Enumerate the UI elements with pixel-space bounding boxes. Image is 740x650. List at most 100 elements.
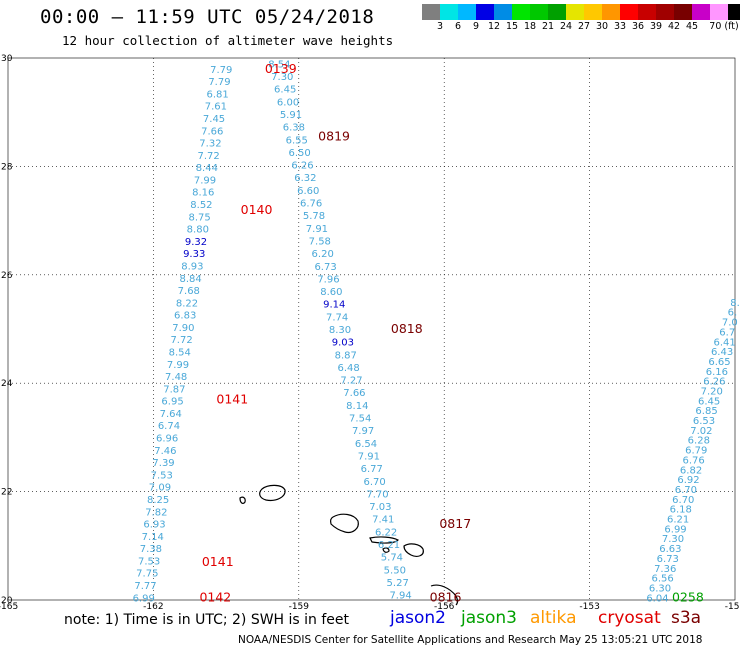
pass-time-label: 0819 xyxy=(318,129,350,144)
y-tick-label: 26 xyxy=(1,271,13,281)
wave-height-value: 6.74 xyxy=(158,421,180,432)
color-scale-label: 3 xyxy=(436,21,444,32)
wave-height-value: 6.00 xyxy=(277,97,299,108)
color-scale-label: 36 xyxy=(631,21,645,32)
y-tick-label: 20 xyxy=(1,596,13,606)
x-tick-label: -162 xyxy=(143,602,163,610)
wave-height-value: 8.52 xyxy=(190,200,212,211)
legend-item-cryosat: cryosat xyxy=(598,608,661,628)
wave-height-value: 6.85 xyxy=(695,406,717,417)
island-molokai xyxy=(369,536,399,544)
wave-height-value: 6.45 xyxy=(698,396,720,407)
lat-lon-grid xyxy=(7,57,736,601)
wave-height-value: 7.20 xyxy=(701,387,723,398)
x-tick-label: -156 xyxy=(434,602,455,610)
wave-height-value: 6.26 xyxy=(291,161,313,172)
color-scale-label: 12 xyxy=(487,21,501,32)
wave-height-value: 6.76 xyxy=(683,455,705,466)
wave-height-value: 6.93 xyxy=(143,520,165,531)
pass-time-label: 0816 xyxy=(430,589,462,604)
wave-height-value: 7.94 xyxy=(389,591,411,602)
wave-height-value: 6.48 xyxy=(338,363,360,374)
page-subtitle: 12 hour collection of altimeter wave hei… xyxy=(62,33,394,48)
footer-credit: NOAA/NESDIS Center for Satellite Applica… xyxy=(238,634,703,646)
color-swatch xyxy=(422,4,440,20)
wave-height-value: 9.33 xyxy=(183,249,205,260)
wave-height-value: 7.82 xyxy=(145,507,167,518)
wave-height-value: 8.14 xyxy=(346,401,368,412)
color-scale-label: 45 xyxy=(685,21,699,32)
color-scale-label: 70 (ft) xyxy=(709,21,739,32)
pass-time-label: 0141 xyxy=(202,554,234,569)
x-tick-label: -150 xyxy=(725,602,740,610)
wave-height-value: 6.21 xyxy=(667,515,689,526)
wave-height-value: 9.03 xyxy=(332,338,354,349)
wave-height-value: 6.55 xyxy=(286,135,308,146)
wave-height-value: 7.99 xyxy=(194,175,216,186)
wave-height-value: 7.96 xyxy=(317,274,339,285)
color-scale-label: 21 xyxy=(541,21,555,32)
color-scale-label: 9 xyxy=(472,21,480,32)
wave-height-value: 6.96 xyxy=(156,434,178,445)
wave-height-value: 6.7 xyxy=(719,327,735,338)
pass-time-label: 0258 xyxy=(672,589,704,604)
island-maui xyxy=(403,543,424,557)
wave-height-value: 7.97 xyxy=(352,426,374,437)
pass-time-label: 0817 xyxy=(439,516,471,531)
wave-height-value: 7.72 xyxy=(197,151,219,162)
wave-height-value: 6.60 xyxy=(297,186,319,197)
color-swatch xyxy=(710,4,728,20)
wave-height-value: 9.14 xyxy=(323,300,345,311)
wave-height-value: 8.44 xyxy=(196,163,218,174)
wave-height-value: 7.64 xyxy=(160,409,182,420)
wave-height-value: 6.99 xyxy=(133,593,155,604)
wave-height-value: 5.74 xyxy=(381,553,403,564)
legend-item-jason3: jason3 xyxy=(461,608,517,628)
footer-note: note: 1) Time is in UTC; 2) SWH is in fe… xyxy=(64,612,350,628)
wave-height-value: 8.80 xyxy=(187,225,209,236)
wave-height-value: 6.82 xyxy=(680,465,702,476)
pass-time-label: 0139 xyxy=(265,61,297,76)
wave-height-value: 7.61 xyxy=(205,102,227,113)
wave-height-map: -165 -162 -159 -156 -153 -150 30 28 26 24 22 20 7.7… xyxy=(0,54,740,610)
wave-height-value: 6.81 xyxy=(207,89,229,100)
y-tick-label: 22 xyxy=(1,488,12,498)
wave-height-value: 6.26 xyxy=(703,377,725,388)
wave-height-value: 6.63 xyxy=(659,544,681,555)
wave-height-value: 7.99 xyxy=(167,360,189,371)
wave-height-value: 8.22 xyxy=(176,298,198,309)
wave-height-value: 7.87 xyxy=(163,384,185,395)
wave-height-value: 6.16 xyxy=(706,367,728,378)
wave-height-value: 6.83 xyxy=(174,311,196,322)
wave-height-value: 6.65 xyxy=(708,357,730,368)
wave-height-value: 6.22 xyxy=(375,527,397,538)
y-tick-label: 30 xyxy=(1,54,13,64)
color-swatch xyxy=(656,4,674,20)
color-swatch xyxy=(566,4,584,20)
wave-height-value: 8.93 xyxy=(181,261,203,272)
wave-height-value: 8.84 xyxy=(179,274,201,285)
wave-height-value: 6.70 xyxy=(672,495,694,506)
color-scale-label: 27 xyxy=(577,21,591,32)
wave-height-value: 7.77 xyxy=(134,581,156,592)
wave-height-value: 8.16 xyxy=(192,188,214,199)
color-swatch xyxy=(584,4,602,20)
wave-height-value: 6.56 xyxy=(651,574,673,585)
altimeter-track-west: 7.797.796.817.617.457.667.327.728.447.99… xyxy=(133,65,233,604)
wave-height-value: 8.25 xyxy=(147,495,169,506)
island-lanai xyxy=(382,547,390,553)
wave-height-value: 7.46 xyxy=(154,446,176,457)
wave-height-value: 6.77 xyxy=(361,464,383,475)
color-swatch xyxy=(692,4,710,20)
wave-height-value: 8.60 xyxy=(320,287,342,298)
color-swatch xyxy=(548,4,566,20)
x-tick-label: -159 xyxy=(289,602,310,610)
satellite-legend: jason2 jason3 altika cryosat s3a xyxy=(0,608,740,630)
color-scale-label: 18 xyxy=(523,21,537,32)
color-scale-label: 39 xyxy=(649,21,663,32)
wave-height-value: 6. xyxy=(728,308,738,319)
island-kauai xyxy=(259,484,286,502)
wave-height-value: 7.32 xyxy=(199,139,221,150)
wave-height-value: 7.27 xyxy=(340,376,362,387)
wave-height-value: 6.70 xyxy=(363,477,385,488)
